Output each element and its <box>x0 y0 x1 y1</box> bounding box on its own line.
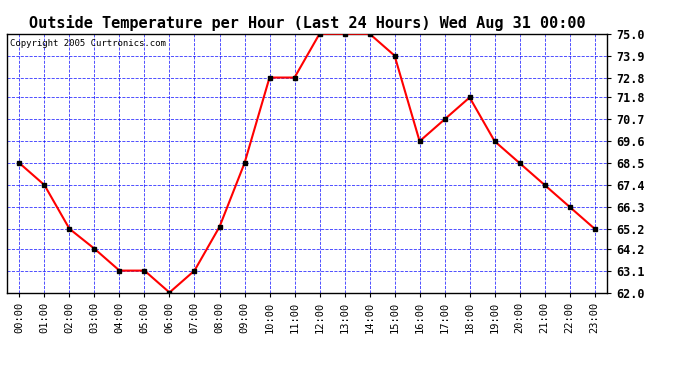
Title: Outside Temperature per Hour (Last 24 Hours) Wed Aug 31 00:00: Outside Temperature per Hour (Last 24 Ho… <box>29 15 585 31</box>
Text: Copyright 2005 Curtronics.com: Copyright 2005 Curtronics.com <box>10 39 166 48</box>
